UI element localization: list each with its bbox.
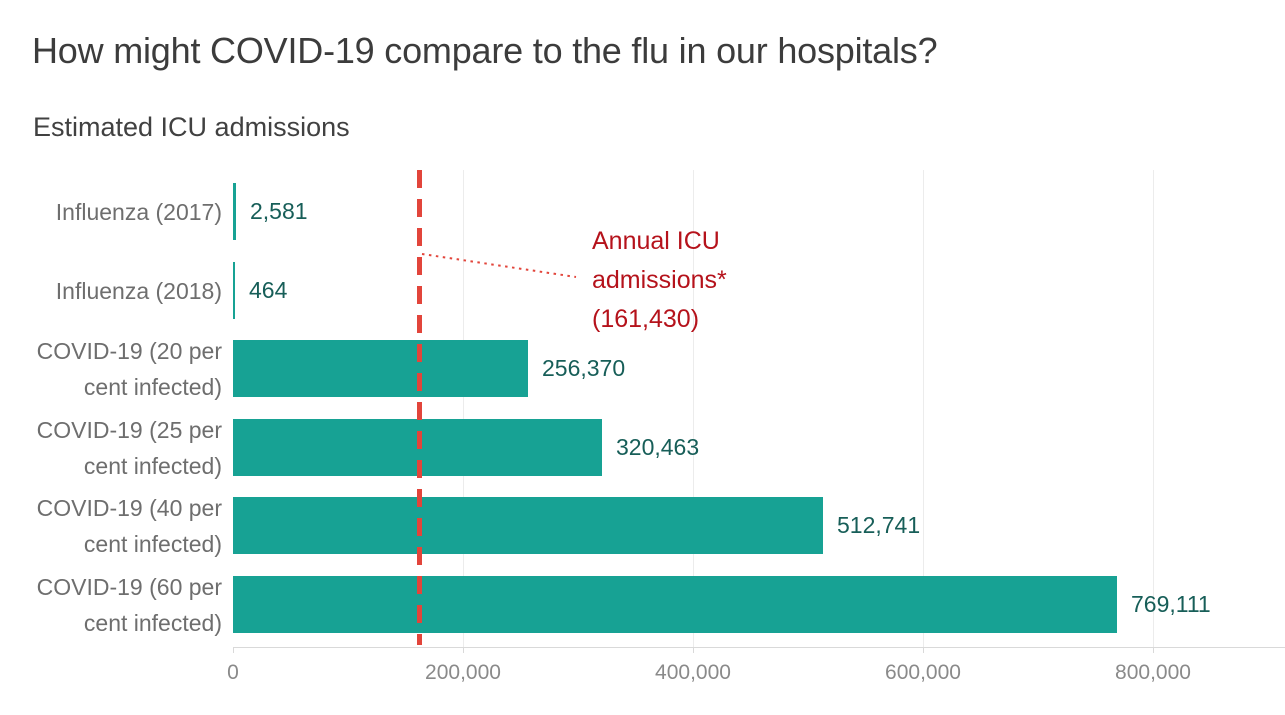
x-tick-label: 800,000 — [1115, 661, 1191, 684]
annotation-line: admissions* — [592, 266, 727, 294]
value-label: 512,741 — [837, 512, 921, 538]
x-axis-line — [233, 647, 1285, 648]
value-label: 769,111 — [1131, 591, 1211, 617]
category-label: COVID-19 (25 per cent infected) — [36, 416, 222, 479]
chart-row: Influenza (2018) 464 — [0, 262, 1285, 319]
bar — [233, 576, 1117, 633]
value-label: 320,463 — [616, 434, 700, 460]
category-label: COVID-19 (20 per cent infected) — [36, 337, 222, 400]
x-tick-mark — [693, 647, 694, 653]
value-label: 464 — [249, 277, 288, 303]
reference-annotation: Annual ICU admissions* (161,430) — [592, 222, 727, 339]
x-tick-label: 600,000 — [885, 661, 961, 684]
x-tick-mark — [233, 647, 234, 653]
chart-subtitle: Estimated ICU admissions — [33, 112, 350, 142]
x-tick-mark — [1153, 647, 1154, 653]
category-label: COVID-19 (40 per cent infected) — [36, 494, 222, 557]
bar — [233, 183, 236, 240]
x-tick-label: 0 — [227, 661, 239, 684]
x-tick-label: 200,000 — [425, 661, 501, 684]
reference-line — [417, 170, 422, 645]
category-label: Influenza (2018) — [55, 277, 222, 304]
category-label: COVID-19 (60 per cent infected) — [36, 573, 222, 636]
x-tick-mark — [463, 647, 464, 653]
chart-row: COVID-19 (20 per cent infected) 256,370 — [0, 337, 1285, 400]
chart-row: Influenza (2017) 2,581 — [0, 183, 1285, 240]
chart-row: COVID-19 (40 per cent infected) 512,741 — [0, 494, 1285, 557]
bar — [233, 340, 528, 397]
value-label: 256,370 — [542, 355, 626, 381]
category-label: Influenza (2017) — [55, 198, 222, 225]
gridline — [923, 170, 924, 647]
annotation-line: (161,430) — [592, 305, 700, 333]
x-tick-mark — [923, 647, 924, 653]
annotation-line: Annual ICU — [592, 227, 720, 255]
chart-row: COVID-19 (25 per cent infected) 320,463 — [0, 416, 1285, 479]
x-tick-label: 400,000 — [655, 661, 731, 684]
gridline — [1153, 170, 1154, 647]
bar — [233, 262, 235, 319]
value-label: 2,581 — [250, 198, 308, 224]
gridline — [463, 170, 464, 647]
bar — [233, 497, 823, 554]
chart-row: COVID-19 (60 per cent infected) 769,111 — [0, 573, 1285, 636]
chart-title: How might COVID-19 compare to the flu in… — [32, 30, 938, 71]
gridline — [693, 170, 694, 647]
